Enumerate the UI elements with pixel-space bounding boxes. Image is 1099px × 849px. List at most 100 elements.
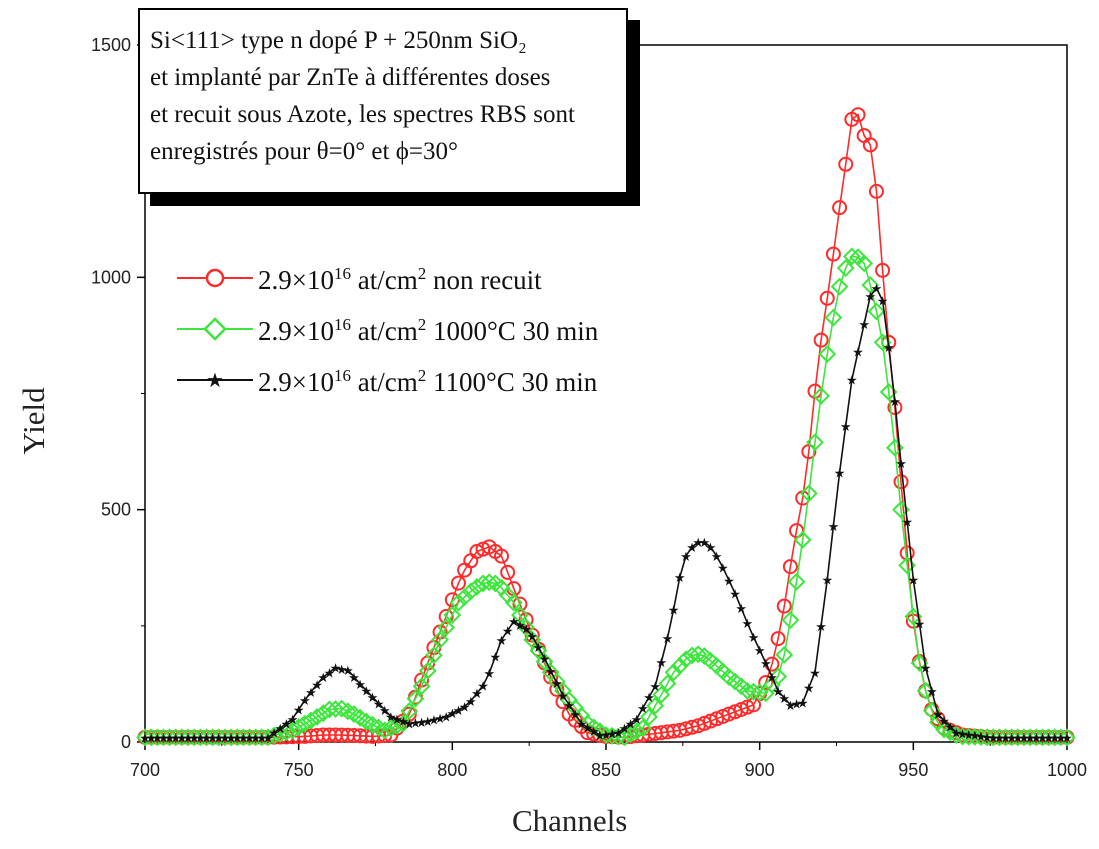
data-point: [806, 433, 824, 452]
data-point: ★: [840, 420, 852, 435]
data-point: [801, 444, 817, 460]
data-point: ★: [551, 677, 563, 692]
data-point: ★: [477, 679, 489, 694]
data-point: ★: [914, 618, 926, 633]
data-point: [640, 707, 658, 726]
data-point: ★: [330, 662, 342, 677]
data-point: [990, 728, 1009, 747]
data-point: [775, 645, 794, 664]
data-point: ★: [274, 722, 286, 737]
data-point: [494, 548, 510, 564]
data-point: ★: [354, 678, 366, 693]
data-point: ★: [957, 728, 969, 743]
data-point: [819, 290, 835, 306]
data-point: [615, 728, 634, 747]
data-point: ★: [582, 721, 594, 736]
data-point: [474, 574, 492, 593]
data-point: ★: [440, 710, 452, 725]
data-point: [769, 667, 788, 686]
data-point: [1033, 728, 1052, 747]
data-point: ★: [748, 631, 760, 646]
data-point: ★: [526, 630, 538, 645]
data-point: ★: [397, 715, 409, 730]
data-point: [793, 530, 812, 549]
data-point: [633, 719, 652, 737]
data-point: ★: [281, 717, 293, 732]
x-tick-label: 1000: [1047, 760, 1087, 780]
data-point: [142, 728, 161, 747]
data-point: [283, 721, 302, 740]
data-point: [676, 650, 695, 669]
data-point: [996, 728, 1015, 747]
data-point: [862, 137, 878, 153]
data-point: ★: [625, 717, 637, 732]
data-point: ★: [760, 657, 772, 672]
y-axis-title: Yield: [16, 387, 51, 455]
data-point: [412, 677, 431, 696]
data-point: [744, 682, 763, 701]
series-1: [136, 247, 1076, 747]
x-tick-label: 950: [898, 760, 928, 780]
data-point: [418, 661, 437, 680]
data-point: [289, 718, 308, 736]
data-point: [597, 726, 615, 744]
data-point: [1015, 728, 1033, 747]
data-point: ★: [336, 663, 348, 678]
data-point: ★: [785, 699, 797, 714]
data-point: [388, 716, 406, 735]
legend-item-non-recuit: 2.9×1016 at/cm2 non recuit: [175, 258, 695, 298]
data-point: ★: [772, 685, 784, 700]
data-point: ★: [1030, 731, 1042, 746]
annotation-box: Si<111> type n dopé P + 250nm SiO₂ et im…: [138, 8, 628, 194]
data-point: ★: [938, 714, 950, 729]
data-point: [1039, 728, 1058, 747]
data-point: ★: [821, 573, 833, 588]
data-point: ★: [883, 341, 895, 356]
data-point: ★: [317, 671, 329, 686]
data-point: [455, 588, 474, 606]
data-point: [683, 646, 701, 665]
data-point: ★: [1037, 731, 1049, 746]
data-point: [240, 728, 259, 747]
data-point: ★: [1000, 731, 1012, 746]
data-point: ★: [299, 694, 311, 709]
data-point: ★: [588, 725, 600, 740]
data-point: ★: [1055, 731, 1067, 746]
data-point: ★: [871, 282, 883, 297]
data-point: ★: [268, 727, 280, 742]
x-axis-title: Channels: [512, 803, 628, 838]
data-point: ★: [981, 731, 993, 746]
data-point: [758, 675, 774, 691]
data-point: ★: [680, 550, 692, 565]
data-point: [830, 277, 849, 296]
data-point: [867, 302, 886, 321]
data-point: ★: [410, 717, 422, 732]
data-point: [1027, 728, 1046, 747]
data-point: ★: [207, 731, 219, 746]
data-point: ★: [951, 727, 963, 742]
data-point: [179, 728, 197, 747]
data-point: [812, 386, 831, 405]
data-point: ★: [815, 620, 827, 635]
data-point: ★: [158, 731, 170, 746]
data-point: ★: [194, 731, 206, 746]
data-point: [504, 593, 523, 612]
data-point: [1021, 728, 1040, 747]
data-point: [154, 728, 173, 747]
data-point: ★: [490, 651, 502, 666]
data-point: ★: [1043, 731, 1055, 746]
x-tick-label: 800: [437, 760, 467, 780]
data-point: [861, 276, 880, 294]
data-point: [781, 611, 800, 629]
data-point: ★: [901, 515, 913, 530]
annotation-line-1: Si<111> type n dopé P + 250nm SiO₂: [150, 27, 527, 54]
data-point: ★: [231, 731, 243, 746]
data-point: [832, 200, 848, 216]
data-point: [246, 728, 265, 747]
data-point: [1008, 728, 1027, 747]
data-point: [978, 728, 997, 747]
data-point: ★: [496, 634, 508, 649]
data-point: ★: [403, 717, 415, 732]
data-point: [197, 728, 216, 747]
